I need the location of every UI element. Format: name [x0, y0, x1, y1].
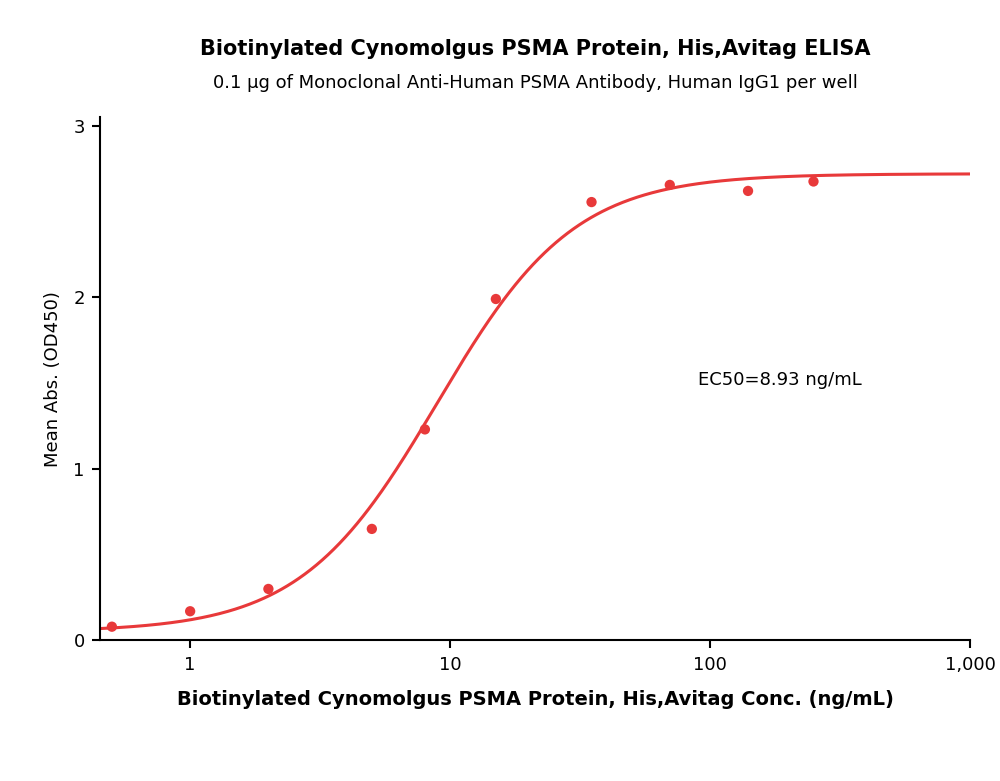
Point: [584, 196, 600, 209]
Text: 0.1 μg of Monoclonal Anti-Human PSMA Antibody, Human IgG1 per well: 0.1 μg of Monoclonal Anti-Human PSMA Ant…: [213, 74, 857, 92]
Point: [805, 175, 821, 187]
Point: [104, 620, 120, 633]
Point: [662, 179, 678, 191]
X-axis label: Biotinylated Cynomolgus PSMA Protein, His,Avitag Conc. (ng/mL): Biotinylated Cynomolgus PSMA Protein, Hi…: [177, 690, 893, 709]
Point: [182, 605, 198, 618]
Point: [417, 423, 433, 436]
Text: Biotinylated Cynomolgus PSMA Protein, His,Avitag ELISA: Biotinylated Cynomolgus PSMA Protein, Hi…: [200, 39, 870, 59]
Text: EC50=8.93 ng/mL: EC50=8.93 ng/mL: [698, 371, 862, 389]
Point: [488, 293, 504, 305]
Point: [364, 522, 380, 535]
Point: [260, 583, 276, 595]
Y-axis label: Mean Abs. (OD450): Mean Abs. (OD450): [44, 291, 62, 467]
Point: [740, 184, 756, 197]
